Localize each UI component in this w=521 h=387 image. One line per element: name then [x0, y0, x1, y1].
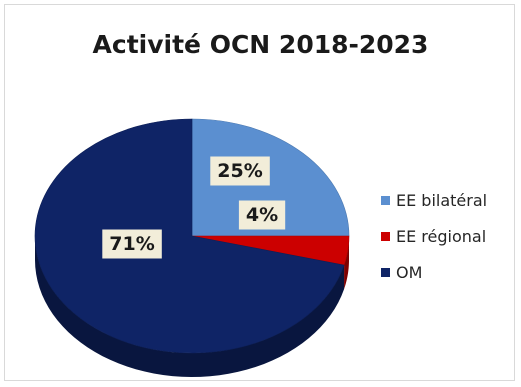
legend-swatch-ee-regional [381, 231, 390, 241]
legend-swatch-ee-bilateral [381, 195, 390, 205]
svg-text:4%: 4% [246, 204, 278, 226]
pie-tops [34, 118, 350, 354]
legend-label-ee-bilateral: EE bilatéral [396, 190, 488, 210]
legend-item-ee-regional: EE régional [381, 218, 487, 254]
pie-slice-ee-bilateral [191, 118, 350, 237]
data-label-om: 71% [102, 229, 162, 259]
legend-item-om: OM [381, 254, 487, 290]
legend-swatch-om [381, 267, 390, 277]
data-label-ee-regional: 4% [238, 200, 286, 230]
pie-labels: 25% 4% 71% [102, 156, 286, 259]
legend-item-ee-bilateral: EE bilatéral [381, 182, 487, 218]
chart-title: Activité OCN 2018-2023 [92, 30, 429, 59]
pie-sides [35, 236, 349, 377]
pie-side-ee-regional [344, 236, 349, 290]
data-label-ee-bilateral: 25% [210, 156, 270, 186]
legend-label-om: OM [396, 262, 423, 282]
pie-side-om [35, 236, 345, 377]
legend-label-ee-regional: EE régional [396, 226, 487, 246]
svg-text:71%: 71% [109, 233, 154, 255]
pie-slice-om [34, 118, 345, 354]
legend: EE bilatéral EE régional OM [381, 182, 487, 290]
svg-text:25%: 25% [217, 160, 262, 182]
